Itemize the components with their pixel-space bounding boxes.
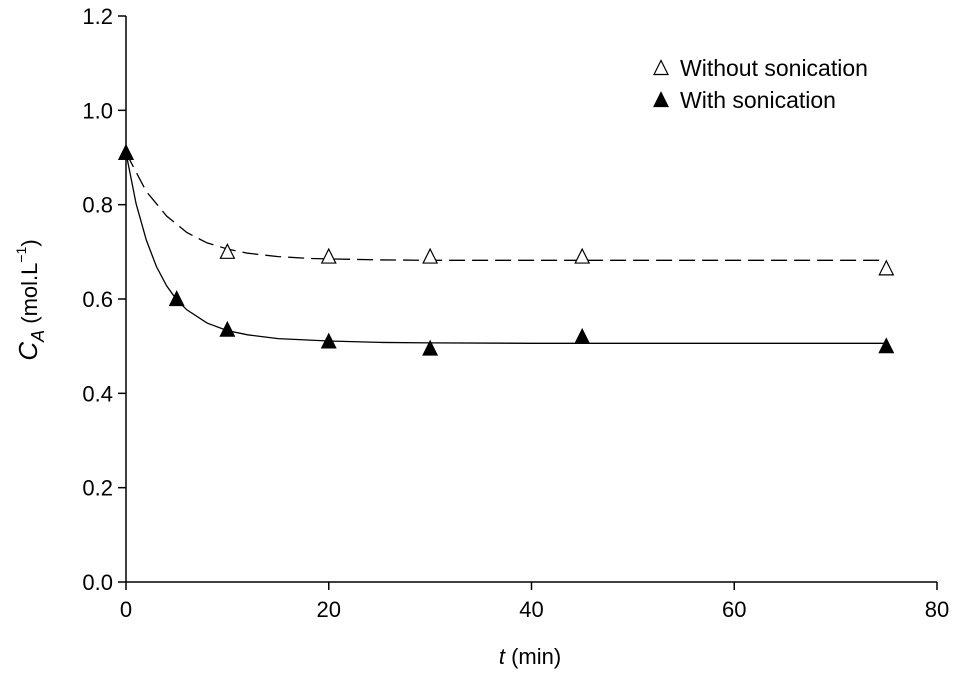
x-tick-label: 80 bbox=[925, 597, 949, 622]
x-tick-label: 20 bbox=[317, 597, 341, 622]
point-with-sonication bbox=[219, 320, 236, 337]
y-axis-title: CA (mol.L−1) bbox=[13, 239, 48, 360]
point-without-sonication bbox=[422, 247, 439, 264]
x-axis-title: t (min) bbox=[499, 644, 561, 669]
y-tick-label: 1.0 bbox=[82, 98, 113, 123]
y-tick-label: 0.8 bbox=[82, 193, 113, 218]
point-with-sonication bbox=[878, 337, 895, 354]
point-with-sonication bbox=[118, 143, 134, 160]
legend-marker-without-sonication bbox=[653, 59, 669, 76]
y-tick-label: 0.6 bbox=[82, 287, 113, 312]
legend-label-without-sonication: Without sonication bbox=[680, 55, 868, 81]
y-axis-unit: (mol.L bbox=[17, 263, 42, 330]
y-axis-unit-exponent: −1 bbox=[13, 246, 29, 262]
y-axis-variable-subscript: A bbox=[28, 330, 48, 343]
point-with-sonication bbox=[320, 332, 337, 349]
x-tick-label: 60 bbox=[722, 597, 746, 622]
ticks: 0 20 40 60 80 0.0 0.2 0.4 0.6 0.8 1.0 1.2 bbox=[82, 4, 949, 622]
point-without-sonication bbox=[320, 247, 337, 264]
point-with-sonication bbox=[168, 290, 185, 307]
point-with-sonication bbox=[422, 339, 439, 356]
point-without-sonication bbox=[219, 242, 236, 259]
y-axis-variable: C bbox=[13, 342, 43, 361]
x-axis-variable: t bbox=[499, 644, 506, 669]
fit-curve-without-sonication bbox=[125, 152, 887, 261]
y-tick-label: 0.2 bbox=[82, 476, 113, 501]
fit-curve-with-sonication bbox=[125, 152, 887, 344]
point-with-sonication bbox=[574, 327, 591, 344]
legend: Without sonication With sonication bbox=[653, 55, 868, 113]
legend-marker-with-sonication bbox=[653, 91, 669, 108]
legend-label-with-sonication: With sonication bbox=[680, 87, 836, 113]
x-axis-unit: (min) bbox=[505, 644, 561, 669]
y-axis-unit-close: ) bbox=[17, 239, 42, 246]
x-tick-label: 0 bbox=[120, 597, 132, 622]
data-markers bbox=[118, 143, 895, 356]
y-tick-label: 1.2 bbox=[82, 4, 113, 29]
x-tick-label: 40 bbox=[519, 597, 543, 622]
y-tick-label: 0.4 bbox=[82, 381, 113, 406]
point-without-sonication bbox=[574, 247, 591, 264]
point-without-sonication bbox=[878, 259, 895, 276]
fit-curves bbox=[125, 152, 887, 344]
y-tick-label: 0.0 bbox=[82, 570, 113, 595]
